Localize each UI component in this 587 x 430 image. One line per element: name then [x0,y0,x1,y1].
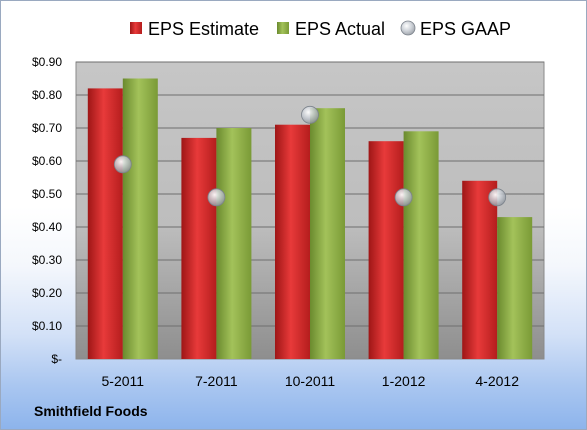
bar-eps-actual [497,217,533,359]
y-tick-label: $0.50 [32,187,62,201]
x-axis-ticks: 5-2011 7-2011 10-2011 1-2012 4-2012 [102,373,520,389]
bar-eps-estimate [462,180,498,359]
point-eps-gaap [207,188,226,207]
legend: EPS Estimate EPS Actual EPS GAAP [130,19,511,39]
y-tick-label: $0.70 [32,121,62,135]
y-tick-label: $0.80 [32,88,62,102]
point-eps-gaap [113,155,132,174]
bars-layer [87,78,533,360]
y-tick-label: $0.90 [32,55,62,69]
bar-eps-actual [403,131,439,359]
y-tick-label: $0.40 [32,220,62,234]
y-axis-ticks: $- $0.10 $0.20 $0.30 $0.40 $0.50 $0.60 $0.70 $0.… [32,55,62,366]
legend-label: EPS Actual [295,19,385,39]
x-tick-label: 4-2012 [475,373,519,389]
y-tick-label: $0.30 [32,253,62,267]
y-tick-label: $- [51,352,62,366]
gaap-points-layer [113,105,507,207]
legend-label: EPS Estimate [148,19,259,39]
bar-eps-actual [216,128,252,359]
point-eps-gaap [301,105,319,124]
bar-eps-estimate [181,137,217,359]
x-tick-label: 5-2011 [102,373,145,389]
legend-swatch-eps-gaap [400,20,416,36]
bar-eps-actual [310,108,345,359]
point-eps-gaap [488,188,507,207]
x-tick-label: 1-2012 [382,373,426,389]
company-name: Smithfield Foods [34,403,148,419]
legend-label: EPS GAAP [420,19,511,39]
bar-eps-actual [122,78,158,359]
legend-swatch-eps-actual [277,22,289,34]
bar-eps-estimate [368,141,404,359]
bar-eps-estimate [275,124,310,359]
bar-eps-estimate [87,88,123,360]
y-tick-label: $0.10 [32,319,62,333]
x-tick-label: 10-2011 [285,373,336,389]
point-eps-gaap [394,188,413,207]
legend-swatch-eps-estimate [130,22,142,34]
x-tick-label: 7-2011 [195,373,238,389]
y-tick-label: $0.60 [32,154,62,168]
y-tick-label: $0.20 [32,286,62,300]
